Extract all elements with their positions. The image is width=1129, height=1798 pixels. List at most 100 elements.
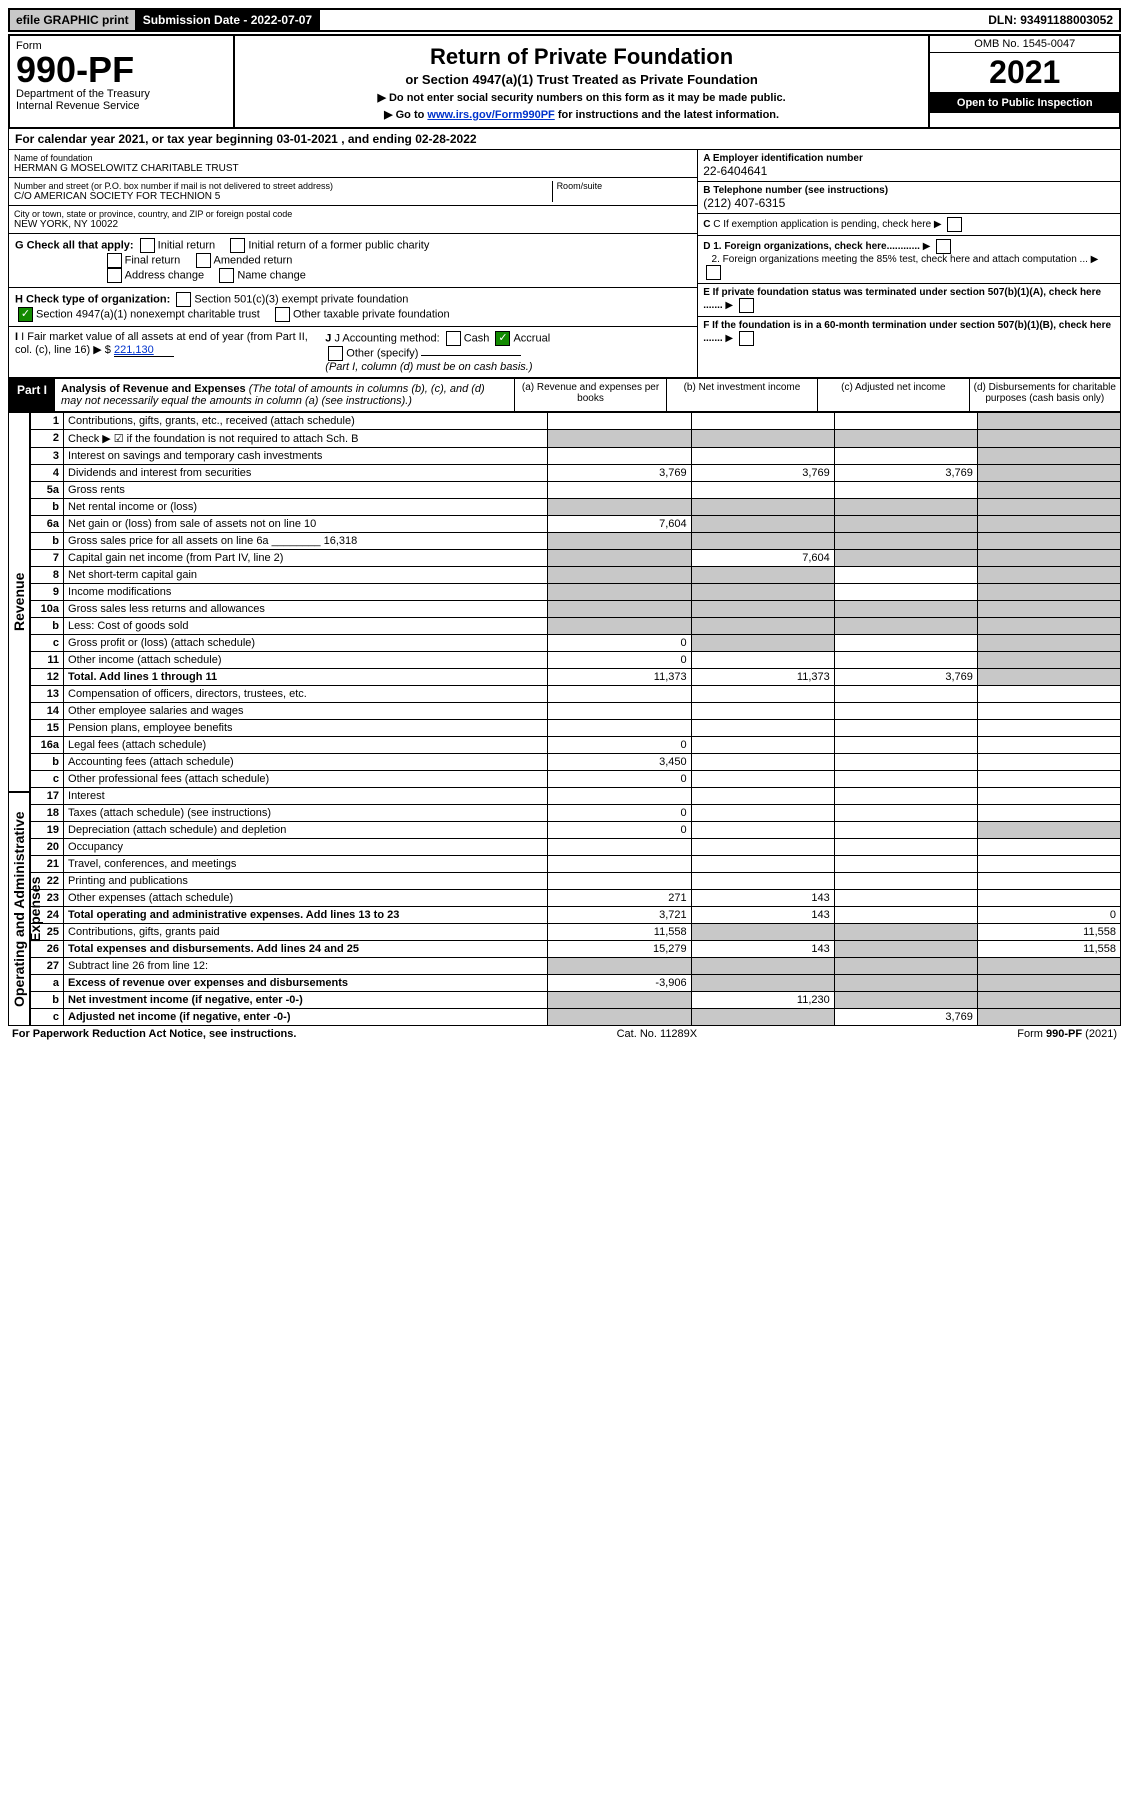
- table-row: 11Other income (attach schedule)0: [31, 652, 1121, 669]
- checkbox-other-method[interactable]: [328, 346, 343, 361]
- col-a-value: 3,721: [548, 907, 691, 924]
- col-c-value: [834, 737, 977, 754]
- section-e: E If private foundation status was termi…: [698, 284, 1120, 317]
- row-label: Gross profit or (loss) (attach schedule): [64, 635, 548, 652]
- checkbox-amended[interactable]: [196, 253, 211, 268]
- col-c-value: [834, 703, 977, 720]
- col-c-value: [834, 567, 977, 584]
- row-label: Adjusted net income (if negative, enter …: [64, 1009, 548, 1026]
- checkbox-initial-former[interactable]: [230, 238, 245, 253]
- row-label: Interest on savings and temporary cash i…: [64, 448, 548, 465]
- checkbox-f[interactable]: [739, 331, 754, 346]
- open-public-label: Open to Public Inspection: [930, 93, 1119, 113]
- col-a-value: [548, 584, 691, 601]
- checkbox-other-taxable[interactable]: [275, 307, 290, 322]
- checkbox-d1[interactable]: [936, 239, 951, 254]
- row-number: b: [31, 533, 64, 550]
- col-d-value: [977, 720, 1120, 737]
- row-label: Total operating and administrative expen…: [64, 907, 548, 924]
- col-c-value: [834, 873, 977, 890]
- table-row: 13Compensation of officers, directors, t…: [31, 686, 1121, 703]
- checkbox-cash[interactable]: [446, 331, 461, 346]
- checkbox-c[interactable]: [947, 217, 962, 232]
- col-a-value: [548, 413, 691, 430]
- col-a-value: 0: [548, 652, 691, 669]
- row-label: Contributions, gifts, grants, etc., rece…: [64, 413, 548, 430]
- row-label: Other income (attach schedule): [64, 652, 548, 669]
- col-a-value: 271: [548, 890, 691, 907]
- irs-link[interactable]: www.irs.gov/Form990PF: [427, 109, 554, 121]
- col-d-value: [977, 992, 1120, 1009]
- top-bar: efile GRAPHIC print Submission Date - 20…: [8, 8, 1121, 32]
- row-label: Total expenses and disbursements. Add li…: [64, 941, 548, 958]
- col-a-value: [548, 720, 691, 737]
- row-number: c: [31, 1009, 64, 1026]
- col-d-value: [977, 771, 1120, 788]
- row-number: 26: [31, 941, 64, 958]
- row-number: 2: [31, 430, 64, 448]
- col-b-value: 11,373: [691, 669, 834, 686]
- row-label: Contributions, gifts, grants paid: [64, 924, 548, 941]
- col-d-value: [977, 890, 1120, 907]
- row-label: Less: Cost of goods sold: [64, 618, 548, 635]
- table-row: bLess: Cost of goods sold: [31, 618, 1121, 635]
- col-d-value: [977, 652, 1120, 669]
- col-a-value: 3,450: [548, 754, 691, 771]
- checkbox-d2[interactable]: [706, 265, 721, 280]
- col-b-value: [691, 533, 834, 550]
- page-footer: For Paperwork Reduction Act Notice, see …: [8, 1026, 1121, 1042]
- col-c-value: [834, 516, 977, 533]
- cal-begin: 03-01-2021: [276, 132, 337, 146]
- row-label: Travel, conferences, and meetings: [64, 856, 548, 873]
- checkbox-4947a1[interactable]: ✓: [18, 307, 33, 322]
- col-a-value: 0: [548, 635, 691, 652]
- col-c-value: 3,769: [834, 465, 977, 482]
- table-row: 10aGross sales less returns and allowanc…: [31, 601, 1121, 618]
- col-a-value: [548, 856, 691, 873]
- col-a-value: [548, 686, 691, 703]
- checkbox-address-change[interactable]: [107, 268, 122, 283]
- checkbox-accrual[interactable]: ✓: [495, 331, 510, 346]
- col-d-value: [977, 669, 1120, 686]
- col-b-value: [691, 601, 834, 618]
- section-g: G Check all that apply: Initial return I…: [9, 234, 697, 288]
- col-d-value: [977, 550, 1120, 567]
- col-a-value: 11,558: [548, 924, 691, 941]
- checkbox-final-return[interactable]: [107, 253, 122, 268]
- table-row: 22Printing and publications: [31, 873, 1121, 890]
- expenses-side-label: Operating and Administrative Expenses: [8, 792, 30, 1026]
- table-row: bGross sales price for all assets on lin…: [31, 533, 1121, 550]
- row-label: Interest: [64, 788, 548, 805]
- row-label: Other employee salaries and wages: [64, 703, 548, 720]
- efile-button[interactable]: efile GRAPHIC print: [10, 10, 137, 30]
- col-b-value: 143: [691, 890, 834, 907]
- col-a-value: [548, 499, 691, 516]
- col-b-value: [691, 822, 834, 839]
- fmv-value[interactable]: 221,130: [114, 344, 174, 357]
- col-a-value: 11,373: [548, 669, 691, 686]
- checkbox-501c3[interactable]: [176, 292, 191, 307]
- table-row: cAdjusted net income (if negative, enter…: [31, 1009, 1121, 1026]
- table-row: 4Dividends and interest from securities3…: [31, 465, 1121, 482]
- col-b-value: [691, 448, 834, 465]
- col-d-value: [977, 822, 1120, 839]
- row-number: b: [31, 499, 64, 516]
- col-d-value: [977, 601, 1120, 618]
- table-row: 3Interest on savings and temporary cash …: [31, 448, 1121, 465]
- col-d-value: [977, 413, 1120, 430]
- col-a-value: [548, 839, 691, 856]
- row-label: Total. Add lines 1 through 11: [64, 669, 548, 686]
- col-d-value: 11,558: [977, 941, 1120, 958]
- table-row: 26Total expenses and disbursements. Add …: [31, 941, 1121, 958]
- col-a-value: [548, 533, 691, 550]
- col-a-value: [548, 788, 691, 805]
- checkbox-initial-return[interactable]: [140, 238, 155, 253]
- row-number: 3: [31, 448, 64, 465]
- row-number: 21: [31, 856, 64, 873]
- row-number: 4: [31, 465, 64, 482]
- col-b-value: [691, 788, 834, 805]
- checkbox-e[interactable]: [739, 298, 754, 313]
- dln-label: DLN: 93491188003052: [982, 10, 1119, 30]
- table-row: cGross profit or (loss) (attach schedule…: [31, 635, 1121, 652]
- checkbox-name-change[interactable]: [219, 268, 234, 283]
